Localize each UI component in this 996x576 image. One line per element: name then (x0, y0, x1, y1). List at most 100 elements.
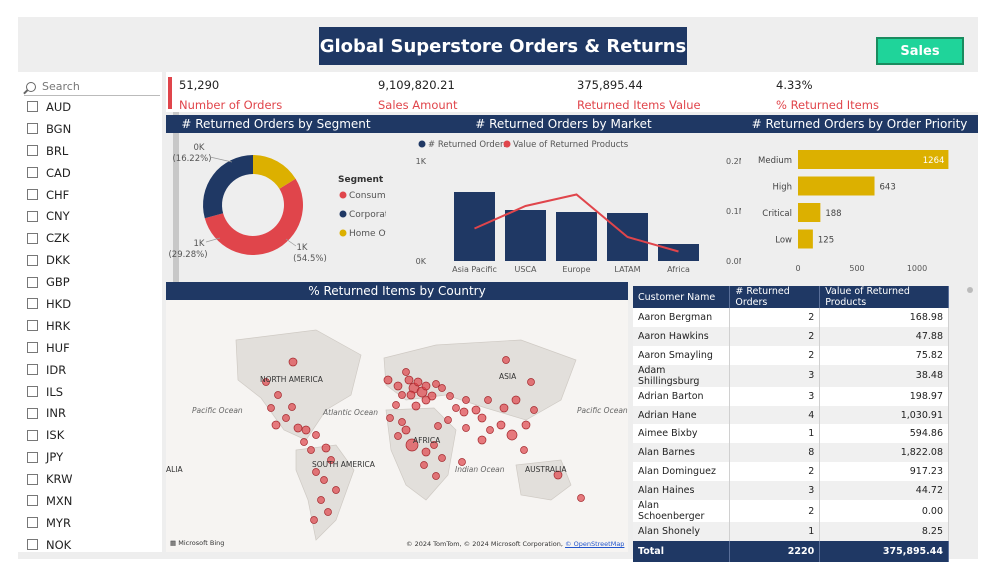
country-marker[interactable] (327, 456, 335, 464)
slicer-item-aud[interactable]: AUD (27, 96, 72, 118)
country-marker[interactable] (421, 381, 431, 391)
checkbox[interactable] (27, 495, 38, 507)
country-marker[interactable] (530, 406, 538, 414)
table-row[interactable]: Alan Haines 3 44.72 (633, 481, 949, 501)
country-marker[interactable] (267, 404, 275, 412)
table-row[interactable]: Alan Dominguez 2 917.23 (633, 462, 949, 482)
checkbox[interactable] (27, 210, 38, 222)
country-marker[interactable] (527, 378, 535, 386)
country-marker[interactable] (312, 468, 320, 476)
priority-bar-medium[interactable] (798, 150, 949, 169)
slicer-item-krw[interactable]: KRW (27, 468, 72, 490)
sales-button[interactable]: Sales (876, 37, 964, 65)
country-marker[interactable] (402, 368, 410, 376)
slicer-item-cad[interactable]: CAD (27, 162, 72, 184)
country-marker[interactable] (458, 458, 466, 466)
country-marker[interactable] (413, 377, 423, 387)
slicer-item-myr[interactable]: MYR (27, 512, 72, 534)
table-row[interactable]: Aimee Bixby 1 594.86 (633, 424, 949, 444)
slicer-item-jpy[interactable]: JPY (27, 446, 72, 468)
country-marker[interactable] (393, 381, 403, 391)
country-marker[interactable] (300, 438, 308, 446)
country-marker[interactable] (317, 496, 325, 504)
country-marker[interactable] (511, 395, 521, 405)
priority-bar-high[interactable] (798, 176, 875, 196)
country-marker[interactable] (459, 407, 469, 417)
donut-slice-home-office[interactable] (253, 155, 296, 189)
checkbox[interactable] (27, 473, 38, 485)
country-marker[interactable] (405, 438, 419, 452)
table-row[interactable]: Aaron Hawkins 2 47.88 (633, 326, 949, 346)
slicer-item-hrk[interactable]: HRK (27, 315, 72, 337)
country-marker[interactable] (404, 375, 414, 385)
country-marker[interactable] (421, 395, 431, 405)
slicer-item-inr[interactable]: INR (27, 402, 72, 424)
openstreetmap-link[interactable]: © OpenStreetMap (565, 540, 625, 548)
col-returned-orders[interactable]: # Returned Orders (729, 286, 821, 308)
country-marker[interactable] (307, 446, 315, 454)
country-marker[interactable] (282, 414, 290, 422)
country-marker[interactable] (324, 508, 332, 516)
checkbox[interactable] (27, 342, 38, 354)
country-marker[interactable] (401, 425, 411, 435)
country-marker[interactable] (484, 396, 492, 404)
country-marker[interactable] (386, 414, 394, 422)
checkbox[interactable] (27, 298, 38, 310)
country-marker[interactable] (293, 423, 303, 433)
checkbox[interactable] (27, 189, 38, 200)
slicer-item-idr[interactable]: IDR (27, 359, 72, 381)
slicer-item-cny[interactable]: CNY (27, 205, 72, 227)
country-marker[interactable] (434, 422, 442, 430)
country-marker[interactable] (288, 357, 298, 367)
slicer-item-czk[interactable]: CZK (27, 227, 72, 249)
country-marker[interactable] (398, 391, 406, 399)
col-customer-name[interactable]: Customer Name (633, 286, 731, 308)
checkbox[interactable] (27, 429, 38, 441)
country-marker[interactable] (577, 494, 585, 502)
country-marker[interactable] (471, 405, 481, 415)
page-indicator-dot[interactable] (967, 287, 973, 293)
table-row[interactable]: Alan Shonely 1 8.25 (633, 522, 949, 541)
country-marker[interactable] (394, 432, 402, 440)
slicer-item-dkk[interactable]: DKK (27, 249, 72, 271)
country-marker[interactable] (406, 390, 416, 400)
table-row[interactable]: Adam Shillingsburg 3 38.48 (633, 364, 949, 387)
country-marker[interactable] (288, 403, 296, 411)
country-marker[interactable] (499, 403, 509, 413)
donut-slice-consumer[interactable] (204, 178, 303, 256)
country-marker[interactable] (262, 378, 270, 386)
market-bar-usca[interactable] (505, 210, 546, 261)
checkbox[interactable] (27, 517, 38, 529)
slicer-item-nok[interactable]: NOK (27, 534, 72, 556)
table-row[interactable]: Adrian Hane 4 1,030.91 (633, 405, 949, 425)
country-marker[interactable] (430, 441, 438, 449)
checkbox[interactable] (27, 276, 38, 288)
checkbox[interactable] (27, 386, 38, 398)
priority-bar-critical[interactable] (798, 203, 821, 222)
country-marker[interactable] (420, 461, 428, 469)
country-marker[interactable] (321, 443, 331, 453)
country-marker[interactable] (462, 424, 470, 432)
country-marker[interactable] (496, 420, 506, 430)
checkbox[interactable] (27, 451, 38, 463)
country-marker[interactable] (398, 418, 406, 426)
country-marker[interactable] (446, 392, 454, 400)
slicer-item-gbp[interactable]: GBP (27, 271, 72, 293)
country-marker[interactable] (312, 431, 320, 439)
checkbox[interactable] (27, 167, 38, 179)
slicer-item-ils[interactable]: ILS (27, 381, 72, 403)
country-marker[interactable] (486, 426, 494, 434)
country-marker[interactable] (521, 420, 531, 430)
country-marker[interactable] (421, 447, 431, 457)
checkbox[interactable] (27, 254, 38, 266)
slicer-item-isk[interactable]: ISK (27, 424, 72, 446)
slicer-item-chf[interactable]: CHF (27, 184, 72, 206)
country-marker[interactable] (444, 416, 452, 424)
market-bar-europe[interactable] (556, 212, 597, 261)
country-marker[interactable] (553, 470, 563, 480)
country-marker[interactable] (432, 380, 440, 388)
country-marker[interactable] (383, 375, 393, 385)
checkbox[interactable] (27, 364, 38, 376)
slicer-item-hkd[interactable]: HKD (27, 293, 72, 315)
slicer-search[interactable]: Search (24, 78, 160, 96)
